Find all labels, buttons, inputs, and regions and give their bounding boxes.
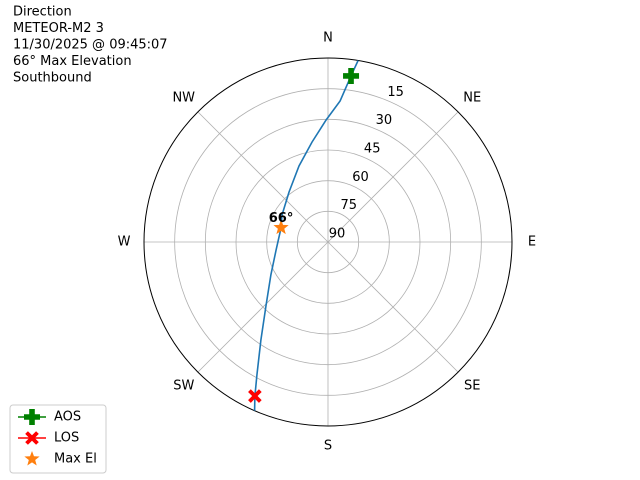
title-line: Southbound [13, 71, 92, 86]
r-tick-label: 60 [352, 170, 369, 185]
legend: AOS LOS Max El [9, 404, 107, 474]
theta-tick-label: S [324, 439, 332, 454]
r-tick-label: 90 [329, 227, 346, 242]
grid-spoke [327, 111, 459, 243]
grid-spoke [197, 241, 329, 373]
marker [248, 389, 262, 403]
r-tick-label: 45 [364, 142, 381, 157]
theta-tick-label: NW [172, 90, 195, 105]
legend-marker [24, 409, 40, 425]
theta-tick-label: W [118, 235, 131, 250]
title-line: METEOR-M2 3 [13, 21, 104, 36]
annotation: 66° [269, 211, 294, 226]
outer-circle [143, 57, 513, 427]
legend-label: AOS [54, 410, 81, 425]
r-tick-label: 15 [387, 85, 404, 100]
legend-label: LOS [54, 431, 79, 446]
marker [273, 219, 289, 235]
legend-marker [25, 431, 39, 445]
marker [343, 67, 360, 84]
title-line: 11/30/2025 @ 09:45:07 [13, 38, 168, 53]
title-line: Direction [13, 5, 72, 20]
legend-marker [24, 451, 40, 466]
title-line: 66° Max Elevation [13, 54, 132, 69]
theta-tick-label: SE [464, 379, 480, 394]
grid-spoke [197, 111, 329, 243]
theta-tick-label: N [323, 31, 333, 46]
theta-tick-label: NE [463, 90, 481, 105]
grid-spoke [327, 241, 459, 373]
r-tick-label: 75 [340, 198, 357, 213]
r-tick-label: 30 [376, 113, 393, 128]
theta-tick-label: E [528, 235, 536, 250]
legend-label: Max El [54, 452, 97, 467]
theta-tick-label: SW [173, 379, 194, 394]
